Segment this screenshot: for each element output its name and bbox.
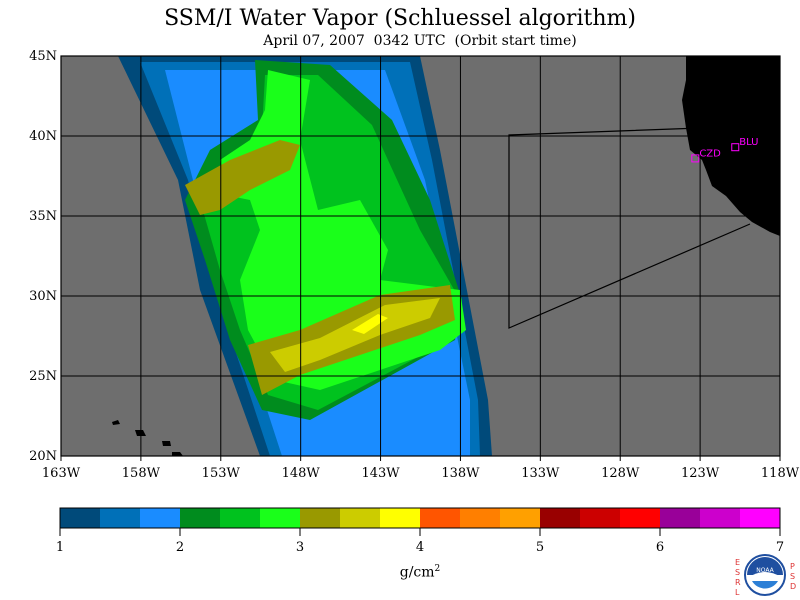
colorbar-tick-label: 4	[416, 540, 424, 555]
colorbar-cell	[500, 508, 541, 528]
logo-letter-d: D	[790, 582, 797, 591]
north-america-land	[682, 56, 780, 236]
lon-tick-label: 118W	[761, 466, 800, 481]
lon-tick-label: 133W	[521, 466, 560, 481]
swath-olive	[185, 140, 300, 215]
lon-tick-label: 148W	[282, 466, 321, 481]
lon-tick-label: 158W	[122, 466, 161, 481]
region-boundary	[508, 127, 751, 329]
colorbar-cells	[60, 508, 781, 528]
latitude-tick-labels: 20N 25N 30N 35N 40N 45N	[29, 49, 57, 464]
colorbar-cell	[340, 508, 381, 528]
lat-tick-label: 30N	[29, 289, 57, 304]
hawaii-island-1	[112, 420, 120, 425]
colorbar-tick-label: 6	[656, 540, 664, 555]
station-label: CZD	[699, 148, 721, 159]
colorbar-cell	[260, 508, 301, 528]
lat-tick-label: 40N	[29, 129, 57, 144]
colorbar-ticks: 1 2 3 4 5 6 7	[56, 528, 784, 555]
region-boundary-lines	[508, 127, 751, 329]
colorbar-cell	[740, 508, 781, 528]
lon-tick-label: 163W	[42, 466, 81, 481]
colorbar-cell	[140, 508, 181, 528]
station-markers: CZD BLU	[691, 137, 759, 163]
colorbar-tick-label: 5	[536, 540, 544, 555]
units-superscript: 2	[434, 564, 441, 574]
colorbar-cell	[420, 508, 461, 528]
colorbar-cell	[580, 508, 621, 528]
colorbar-tick-label: 2	[176, 540, 184, 555]
lat-tick-label: 25N	[29, 369, 57, 384]
hawaii-island-4	[172, 452, 183, 456]
station-marker	[691, 154, 700, 163]
logo-letter-s2: S	[790, 572, 796, 581]
colorbar-cell	[660, 508, 701, 528]
colorbar-tick-label: 3	[296, 540, 304, 555]
colorbar-cell	[620, 508, 661, 528]
colorbar-cell	[220, 508, 261, 528]
lon-tick-label: 153W	[202, 466, 241, 481]
colorbar-cell	[60, 508, 101, 528]
chart-subtitle: April 07, 2007 0342 UTC (Orbit start tim…	[263, 33, 577, 49]
colorbar-cell	[540, 508, 581, 528]
map-frame	[60, 55, 781, 457]
lon-tick-label: 138W	[441, 466, 480, 481]
lat-tick-label: 45N	[29, 49, 57, 64]
logo-letter-r: R	[735, 578, 741, 587]
station-marker	[731, 143, 740, 152]
noaa-emblem: NOAA	[744, 554, 786, 596]
swath-yellow-core	[352, 314, 388, 334]
colorbar-cell	[700, 508, 741, 528]
colorbar-tick-label: 1	[56, 540, 64, 555]
logo-letter-p: P	[790, 562, 795, 571]
land-masses	[112, 56, 780, 456]
station-label: BLU	[739, 137, 758, 148]
lon-tick-label: 123W	[681, 466, 720, 481]
units-base: g/cm	[399, 564, 435, 581]
noaa-text: NOAA	[756, 567, 774, 574]
lat-tick-label: 20N	[29, 449, 57, 464]
swath-yellow-band	[270, 298, 440, 372]
colorbar-cell	[300, 508, 341, 528]
colorbar-tick-label: 7	[776, 540, 784, 555]
chart-title: SSM/I Water Vapor (Schluessel algorithm)	[164, 6, 636, 31]
noaa-esrl-psd-logo: E S R L NOAA P S D	[732, 552, 798, 598]
lat-tick-label: 35N	[29, 209, 57, 224]
logo-letter-e: E	[735, 558, 741, 567]
colorbar-cell	[100, 508, 141, 528]
colorbar-units: g/cm2	[370, 560, 470, 582]
colorbar-cell	[180, 508, 221, 528]
lon-tick-label: 143W	[361, 466, 400, 481]
colorbar-cell	[380, 508, 421, 528]
logo-letter-l: L	[735, 588, 740, 597]
longitude-tick-labels: 163W 158W 153W 148W 143W 138W 133W 128W 123W 118W	[42, 466, 800, 481]
logo-letter-s: S	[735, 568, 741, 577]
satellite-swath	[118, 56, 492, 456]
lon-tick-label: 128W	[601, 466, 640, 481]
hawaii-island-3	[162, 441, 171, 446]
colorbar-cell	[460, 508, 501, 528]
